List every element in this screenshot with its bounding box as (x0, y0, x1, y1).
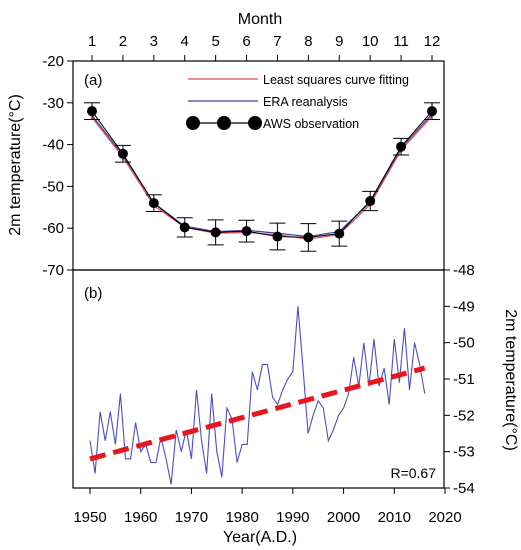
data-point (365, 196, 376, 207)
panel-a-xtick-label: 3 (150, 33, 158, 50)
panel-b-xtick-label: 1990 (276, 509, 309, 526)
legend: Least squares curve fitting ERA reanalys… (186, 73, 409, 131)
panel-a: (a) Month 2m temperature(°C) 1 2 3 4 5 6 7 8 9 10… (7, 11, 445, 279)
panel-b-label: (b) (84, 285, 102, 302)
panel-b-xtick-label: 1980 (225, 509, 258, 526)
data-point (241, 226, 252, 237)
data-point (303, 232, 314, 243)
panel-a-xtick-label: 1 (88, 33, 96, 50)
panel-a-xticks: 1 2 3 4 5 6 7 8 9 10 11 12 (88, 33, 441, 61)
panel-b-ytick-label: -53 (453, 444, 475, 461)
panel-a-ytick-label: -40 (42, 137, 64, 154)
panel-a-ytick-label: -60 (42, 220, 64, 237)
legend-label-fit: Least squares curve fitting (263, 73, 409, 87)
legend-marker (248, 116, 262, 130)
panel-a-series-line (91, 110, 433, 238)
panel-a-label: (a) (84, 72, 102, 89)
panel-a-xtick-label: 2 (119, 33, 127, 50)
panel-b-ytick-label: -52 (453, 407, 475, 424)
panel-a-yticks: -70 -60 -50 -40 -30 -20 (42, 53, 73, 279)
panel-b-xtick-label: 1950 (73, 509, 106, 526)
panel-a-series-line (91, 113, 433, 238)
panel-b-xtick-label: 2020 (428, 509, 461, 526)
panel-b-xtick-label: 1960 (124, 509, 157, 526)
panel-b-xtick-label: 2010 (378, 509, 411, 526)
panel-a-xtick-label: 4 (181, 33, 189, 50)
panel-a-xlabel: Month (238, 11, 282, 28)
panel-a-series (84, 102, 440, 252)
panel-a-series-line (91, 115, 433, 240)
panel-b-frame (72, 269, 445, 489)
panel-b-xticks: 1950 1960 1970 1980 1990 2000 2010 2020 (73, 488, 462, 526)
legend-label-aws: AWS observation (263, 117, 359, 131)
panel-a-xtick-label: 9 (335, 33, 343, 50)
panel-b-ytick-label: -51 (453, 371, 475, 388)
legend-label-era: ERA reanalysis (263, 95, 348, 109)
panel-a-xtick-label: 6 (242, 33, 250, 50)
trend-line (89, 365, 426, 462)
legend-marker (217, 116, 231, 130)
panel-b-series (89, 306, 426, 485)
data-point (427, 106, 437, 117)
panel-b-xtick-label: 2000 (327, 509, 360, 526)
panel-b-ytick-label: -49 (453, 298, 475, 315)
data-point (210, 227, 221, 238)
data-point (87, 106, 97, 117)
data-point (179, 222, 190, 233)
legend-marker (186, 116, 200, 130)
panel-a-xtick-label: 11 (393, 33, 409, 50)
annual-temperature-line (89, 306, 426, 485)
panel-a-xtick-label: 7 (273, 33, 281, 50)
panel-a-ytick-label: -20 (42, 53, 64, 70)
data-point (148, 198, 159, 209)
panel-b-yticks: -54 -53 -52 -51 -50 -49 -48 (444, 262, 475, 497)
correlation-annotation: R=0.67 (390, 465, 436, 481)
data-point (396, 141, 407, 152)
panel-b-xlabel: Year(A.D.) (223, 529, 297, 546)
panel-a-xtick-label: 5 (211, 33, 219, 50)
panel-b-ytick-label: -54 (453, 480, 475, 497)
panel-a-xtick-label: 12 (424, 33, 441, 50)
panel-a-ytick-label: -70 (42, 262, 64, 279)
panel-a-ytick-label: -50 (42, 178, 64, 195)
panel-a-xtick-label: 10 (362, 33, 379, 50)
panel-a-ylabel: 2m temperature(°C) (7, 94, 24, 236)
panel-a-xtick-label: 8 (304, 33, 312, 50)
data-point (334, 228, 345, 239)
data-point (272, 231, 283, 242)
panel-b-ylabel: 2m temperature(°C) (502, 309, 519, 451)
panel-b-xtick-label: 1970 (175, 509, 208, 526)
panel-b-ytick-label: -48 (453, 262, 475, 279)
panel-a-ytick-label: -30 (42, 95, 64, 112)
data-point (117, 148, 128, 159)
panel-b-ytick-label: -50 (453, 335, 475, 352)
panel-b: (b) Year(A.D.) 2m temperature(°C) R=0.67… (72, 262, 519, 546)
